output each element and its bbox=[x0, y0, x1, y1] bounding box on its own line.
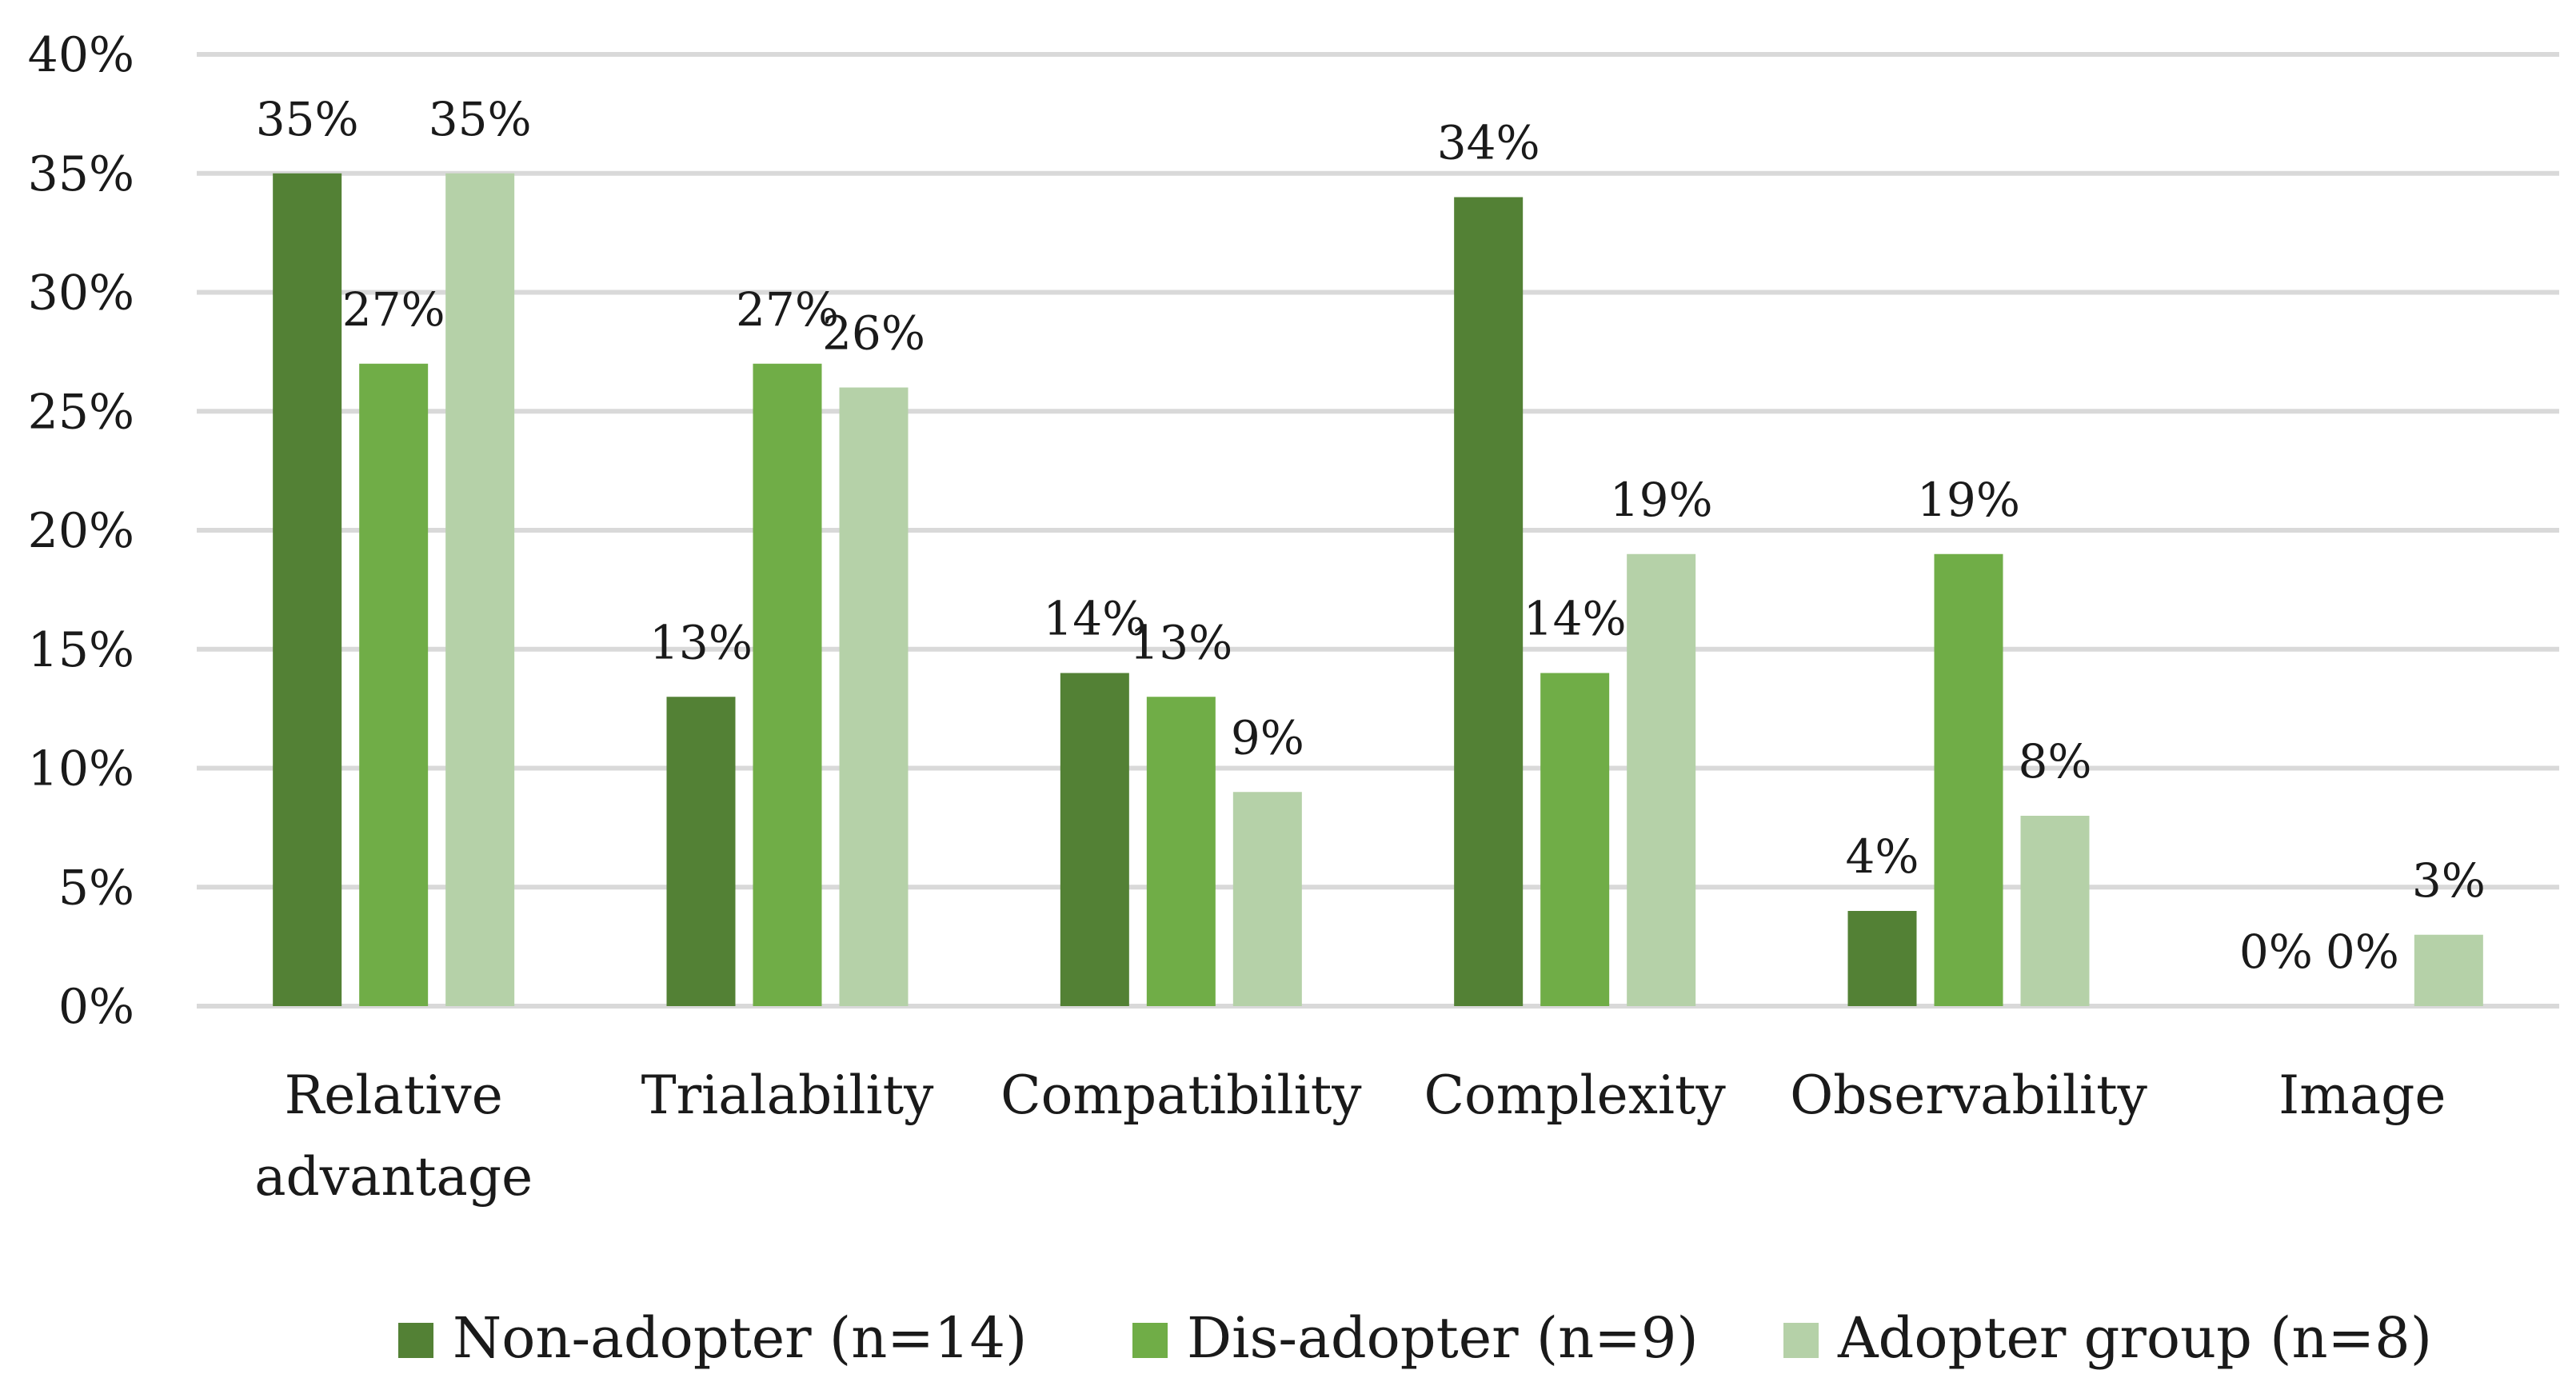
legend: Non-adopter (n=14) Dis-adopter (n=9) Adopt… bbox=[398, 1305, 2432, 1371]
data-label: 9% bbox=[1231, 710, 1304, 765]
bar-series-1-cat-1 bbox=[753, 363, 822, 1006]
y-tick-label: 35% bbox=[28, 146, 134, 202]
bar-series-1-cat-2 bbox=[1146, 697, 1216, 1006]
bar-series-1-cat-4 bbox=[1934, 553, 2003, 1006]
x-category-label: Compatibility bbox=[1000, 1064, 1362, 1126]
y-tick-label: 30% bbox=[28, 266, 134, 322]
bars bbox=[273, 173, 2483, 1006]
bar-series-0-cat-0 bbox=[273, 173, 342, 1006]
legend-swatch-0 bbox=[398, 1323, 433, 1358]
legend-swatch-1 bbox=[1132, 1323, 1168, 1358]
y-tick-label: 15% bbox=[28, 622, 134, 678]
x-category-label: Trialability bbox=[641, 1064, 935, 1126]
data-label: 14% bbox=[1043, 592, 1146, 646]
data-label: 27% bbox=[342, 282, 445, 337]
y-tick-label: 0% bbox=[58, 979, 134, 1035]
bar-series-2-cat-0 bbox=[445, 173, 515, 1006]
data-label: 19% bbox=[1917, 473, 2020, 527]
bar-series-2-cat-3 bbox=[1627, 553, 1696, 1006]
bar-series-1-cat-3 bbox=[1540, 673, 1610, 1006]
bar-series-2-cat-5 bbox=[2414, 934, 2483, 1006]
bar-series-0-cat-2 bbox=[1060, 673, 1129, 1006]
bar-series-0-cat-3 bbox=[1454, 197, 1524, 1006]
data-label: 35% bbox=[256, 92, 359, 146]
axis-labels: 0% 5% 10% 15% 20% 25% 30% 35% 40% Relative advanta… bbox=[28, 27, 2446, 1208]
y-tick-label: 25% bbox=[28, 384, 134, 440]
data-labels: 35%27%35%13%27%26%14%13%9%34%14%19%4%19%… bbox=[256, 92, 2486, 979]
x-category-label: Relative bbox=[285, 1064, 503, 1126]
bar-series-1-cat-0 bbox=[359, 363, 429, 1006]
data-label: 8% bbox=[2018, 734, 2091, 789]
data-label: 19% bbox=[1610, 473, 1713, 527]
data-label: 3% bbox=[2412, 853, 2486, 908]
data-label: 14% bbox=[1524, 592, 1627, 646]
y-tick-label: 20% bbox=[28, 503, 134, 559]
data-label: 27% bbox=[736, 282, 839, 337]
x-category-label: advantage bbox=[254, 1146, 533, 1208]
legend-swatch-2 bbox=[1783, 1323, 1819, 1358]
data-label: 26% bbox=[822, 306, 925, 361]
data-label: 13% bbox=[1129, 615, 1232, 669]
bar-series-2-cat-2 bbox=[1232, 792, 1302, 1006]
data-label: 0% bbox=[2326, 925, 2399, 979]
gridlines bbox=[197, 52, 2559, 1009]
y-tick-label: 10% bbox=[28, 741, 134, 797]
y-tick-label: 40% bbox=[28, 27, 134, 83]
x-category-label: Observability bbox=[1790, 1064, 2148, 1126]
data-label: 0% bbox=[2239, 925, 2313, 979]
legend-label: Adopter group (n=8) bbox=[1837, 1305, 2432, 1371]
legend-label: Non-adopter (n=14) bbox=[453, 1305, 1027, 1371]
bar-series-0-cat-4 bbox=[1847, 911, 1917, 1006]
y-tick-label: 5% bbox=[58, 860, 134, 916]
data-label: 35% bbox=[429, 92, 532, 146]
x-category-label: Image bbox=[2278, 1064, 2446, 1126]
data-label: 34% bbox=[1437, 116, 1540, 170]
bar-series-2-cat-1 bbox=[839, 387, 909, 1006]
legend-label: Dis-adopter (n=9) bbox=[1187, 1305, 1699, 1371]
x-category-label: Complexity bbox=[1424, 1064, 1726, 1126]
bar-series-0-cat-1 bbox=[666, 697, 736, 1006]
data-label: 4% bbox=[1845, 829, 1919, 884]
data-label: 13% bbox=[649, 615, 753, 669]
bar-series-2-cat-4 bbox=[2020, 816, 2090, 1006]
